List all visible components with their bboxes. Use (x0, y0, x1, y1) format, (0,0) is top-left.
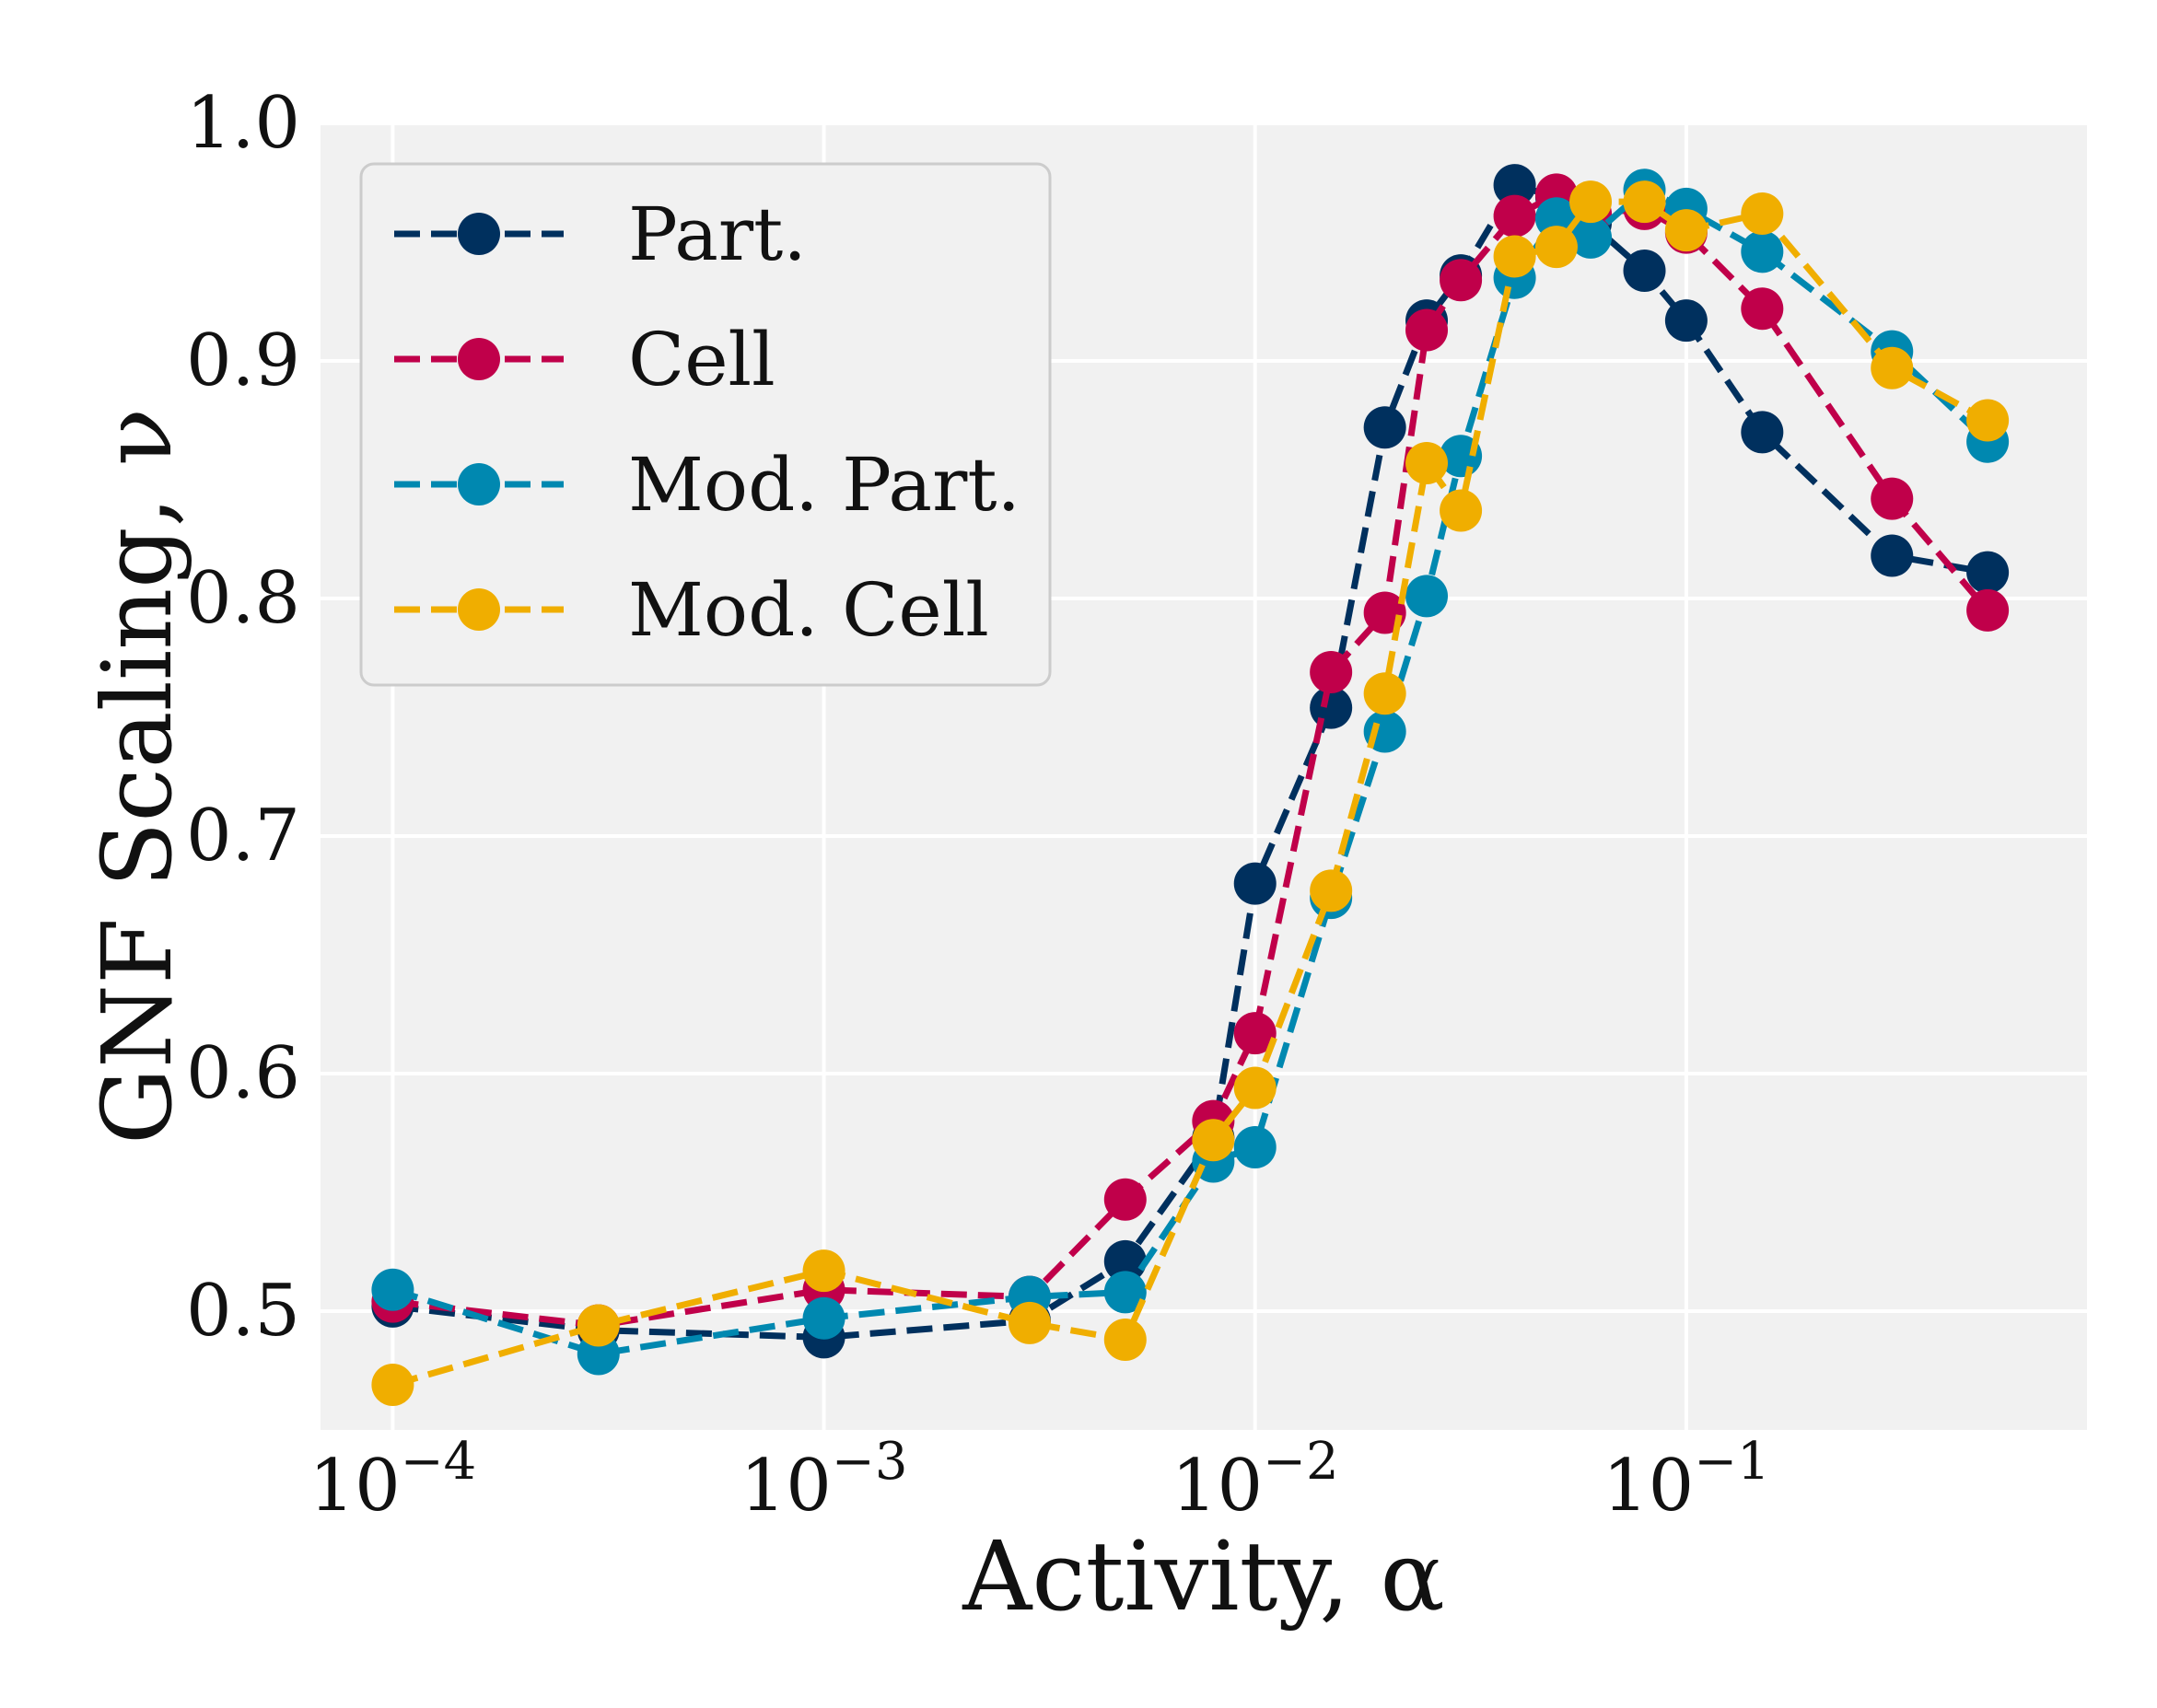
legend-item: Part. (394, 192, 807, 277)
legend-swatch-marker (458, 338, 500, 380)
legend-label: Cell (628, 317, 775, 402)
data-point (1233, 1125, 1277, 1168)
data-point (1103, 1239, 1147, 1283)
legend-swatch-marker (458, 463, 500, 505)
data-point (1871, 477, 1914, 520)
data-point (1569, 215, 1613, 259)
data-point (1741, 230, 1784, 273)
data-point (1363, 406, 1406, 449)
x-axis-label: Activity, α (962, 1520, 1445, 1632)
legend-swatch-marker (458, 588, 500, 631)
x-tick-label: 10−3 (740, 1432, 908, 1528)
data-point (802, 1249, 845, 1293)
y-tick-label: 1.0 (186, 82, 300, 165)
data-point (1233, 1066, 1277, 1110)
data-point (1493, 235, 1536, 278)
data-point (1966, 588, 2010, 632)
legend-swatch-marker (458, 213, 500, 255)
x-tick-label: 10−4 (309, 1432, 476, 1528)
data-point (1871, 534, 1914, 577)
data-point (1493, 194, 1536, 238)
data-point (1493, 164, 1536, 207)
y-tick-label: 0.5 (186, 1270, 300, 1353)
data-point (1741, 192, 1784, 236)
data-point (1103, 1178, 1147, 1221)
data-point (1233, 1012, 1277, 1055)
x-tick-label: 10−1 (1603, 1432, 1770, 1528)
data-point (1440, 259, 1483, 302)
data-point (1664, 209, 1708, 252)
data-point (1363, 672, 1406, 715)
data-point (1405, 308, 1449, 352)
data-point (1192, 1119, 1235, 1162)
series-4 (371, 180, 2010, 1406)
legend-item: Cell (394, 317, 775, 402)
y-tick-label: 0.7 (186, 795, 300, 877)
data-point (1405, 441, 1449, 484)
x-tick-label: 10−2 (1172, 1432, 1339, 1528)
data-point (1871, 346, 1914, 389)
data-point (1440, 489, 1483, 532)
data-point (1310, 650, 1353, 693)
y-axis-label: GNF Scaling, ν (81, 408, 193, 1144)
tick-labels: 0.5 0.6 0.7 0.8 0.9 1.0 10−4 10−3 10−2 10−1 (186, 82, 1770, 1528)
legend-item: Mod. Cell (394, 567, 989, 653)
y-tick-label: 0.9 (186, 320, 300, 402)
y-tick-label: 0.6 (186, 1032, 300, 1115)
data-point (1534, 226, 1578, 269)
data-point (1741, 411, 1784, 454)
data-point (371, 1268, 414, 1311)
data-point (1103, 1318, 1147, 1361)
series-layer (371, 164, 2010, 1406)
data-point (1966, 551, 2010, 594)
data-point (1233, 862, 1277, 905)
legend-label: Mod. Part. (628, 442, 1020, 528)
data-point (1103, 1271, 1147, 1314)
data-point (1966, 399, 2010, 442)
legend: Part. Cell Mod. Part. Mod. Cell (359, 162, 1052, 687)
data-point (577, 1304, 620, 1347)
legend-item: Mod. Part. (394, 442, 1020, 528)
data-point (371, 1363, 414, 1406)
data-point (1008, 1301, 1051, 1344)
data-point (1405, 575, 1449, 618)
data-point (1664, 299, 1708, 343)
data-point (1623, 180, 1666, 224)
data-point (1569, 180, 1613, 224)
legend-label: Part. (628, 192, 807, 277)
legend-label: Mod. Cell (628, 567, 989, 653)
data-point (1623, 249, 1666, 292)
data-point (1310, 869, 1353, 912)
y-tick-label: 0.8 (186, 557, 300, 640)
data-point (802, 1296, 845, 1340)
data-point (1741, 287, 1784, 331)
legend-frame (359, 162, 1052, 687)
